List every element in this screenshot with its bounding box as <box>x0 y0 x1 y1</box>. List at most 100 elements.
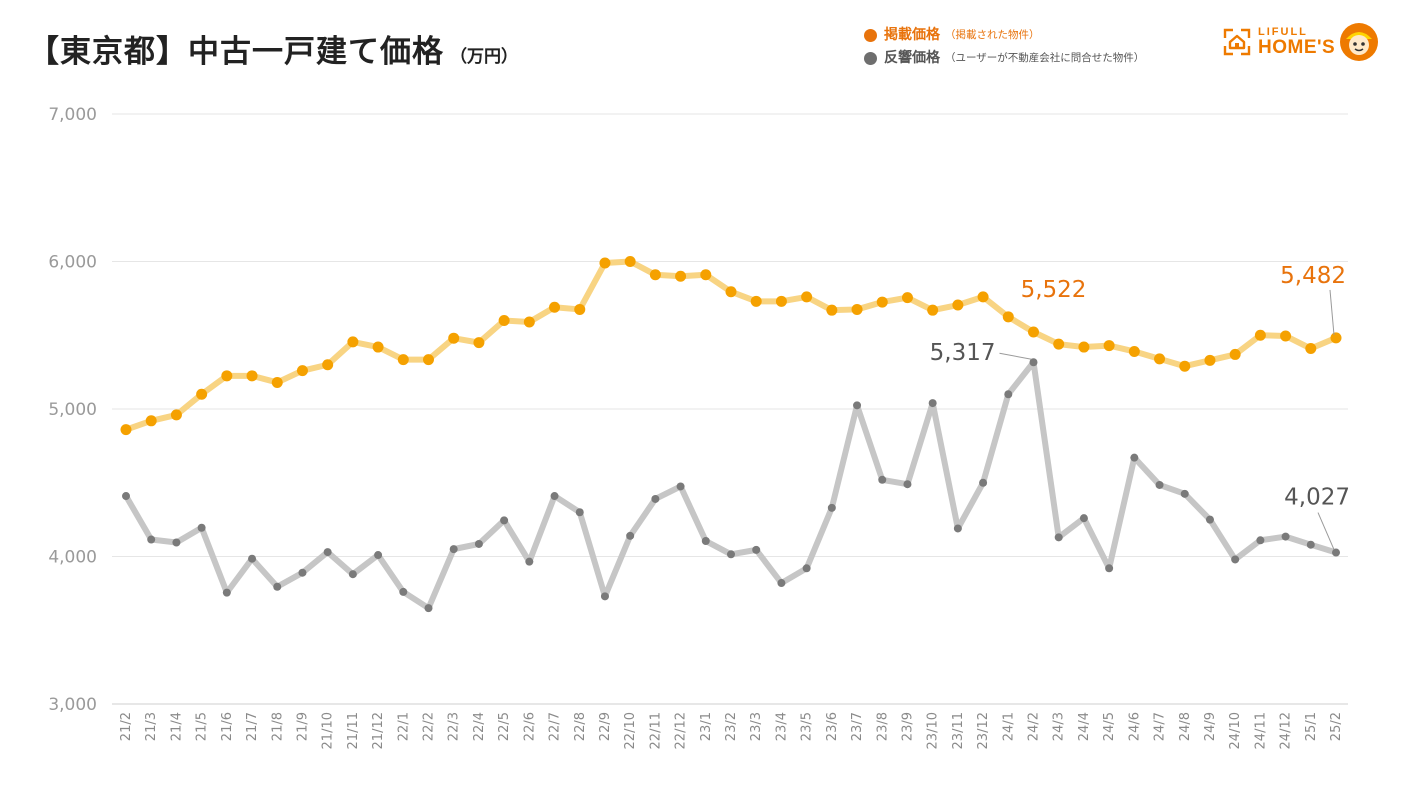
x-tick-label: 24/10 <box>1228 712 1243 749</box>
data-point-listing <box>1154 353 1166 365</box>
data-point-listing <box>901 292 913 304</box>
x-tick-label: 22/6 <box>522 712 537 741</box>
x-tick-label: 22/2 <box>422 712 437 741</box>
data-point-listing <box>1229 348 1241 360</box>
data-point-listing <box>649 269 661 281</box>
data-point-response <box>777 579 786 588</box>
x-tick-label: 23/4 <box>774 712 789 741</box>
chart-unit: （万円） <box>450 47 518 67</box>
x-tick-label: 23/8 <box>875 712 890 741</box>
data-point-listing <box>145 415 157 427</box>
x-tick-label: 24/2 <box>1027 712 1042 741</box>
data-point-listing <box>725 286 737 298</box>
legend-listing-dot <box>864 29 877 42</box>
data-point-response <box>853 401 862 410</box>
x-tick-label: 24/3 <box>1052 712 1067 741</box>
data-point-listing <box>1103 340 1115 352</box>
data-point-response <box>1105 564 1114 573</box>
data-point-listing <box>700 269 712 281</box>
y-tick-label: 3,000 <box>48 695 97 715</box>
legend: 掲載価格 （掲載された物件） 反響価格 （ユーザーが不動産会社に問合せた物件） <box>864 24 1144 70</box>
data-point-listing <box>1028 326 1039 338</box>
data-point-listing <box>372 341 384 353</box>
data-point-listing <box>1078 341 1090 353</box>
x-tick-label: 23/9 <box>900 712 915 741</box>
data-point-listing <box>624 256 636 267</box>
data-point-response <box>1029 358 1038 367</box>
annotation-leader-line <box>999 352 1032 360</box>
data-point-response <box>449 545 458 554</box>
data-point-response <box>651 494 660 503</box>
x-tick-label: 21/11 <box>346 712 361 749</box>
x-tick-label: 24/12 <box>1279 712 1294 749</box>
data-point-response <box>878 475 887 484</box>
data-point-response <box>374 551 383 560</box>
x-tick-label: 22/3 <box>447 712 462 741</box>
data-point-response <box>1231 555 1240 564</box>
data-point-listing <box>599 257 611 269</box>
chart-title: 【東京都】中古一戸建て価格 （万円） <box>28 26 518 71</box>
data-point-listing <box>977 291 989 303</box>
x-tick-label: 23/10 <box>926 712 941 749</box>
y-tick-label: 7,000 <box>48 105 97 125</box>
data-label: 5,522 <box>1021 277 1087 303</box>
data-point-response <box>626 531 635 540</box>
data-point-listing <box>876 296 888 308</box>
data-point-response <box>222 588 231 597</box>
data-point-response <box>1130 453 1139 462</box>
x-tick-label: 23/5 <box>800 712 815 741</box>
data-point-response <box>1306 540 1315 549</box>
data-point-listing <box>347 336 359 348</box>
data-point-response <box>172 538 181 547</box>
data-point-listing <box>397 354 409 366</box>
x-tick-label: 22/5 <box>497 712 512 741</box>
x-tick-label: 22/8 <box>573 712 588 741</box>
data-point-listing <box>1128 345 1140 357</box>
x-tick-label: 21/6 <box>220 712 235 741</box>
x-tick-label: 22/7 <box>548 712 563 741</box>
legend-item-listing: 掲載価格 （掲載された物件） <box>864 24 1144 47</box>
legend-response-dot <box>864 52 877 65</box>
x-tick-label: 22/9 <box>598 712 613 741</box>
data-point-listing <box>1280 330 1292 342</box>
x-tick-label: 24/7 <box>1153 712 1168 741</box>
data-point-response <box>575 508 584 517</box>
data-point-listing <box>246 370 258 382</box>
data-point-listing <box>221 370 233 382</box>
x-tick-label: 21/7 <box>245 712 260 741</box>
annotation-leader-line <box>1329 289 1335 335</box>
data-point-listing <box>322 359 334 371</box>
data-point-response <box>147 535 156 544</box>
data-point-response <box>348 570 357 579</box>
logo-line2: HOME'S <box>1258 37 1336 58</box>
mascot-icon <box>1340 23 1379 61</box>
series-line-response <box>123 359 1339 612</box>
data-point-listing <box>952 299 964 311</box>
legend-response-note: （ユーザーが不動産会社に問合せた物件） <box>945 52 1145 64</box>
data-label: 5,317 <box>930 340 996 366</box>
x-tick-label: 25/2 <box>1329 712 1344 741</box>
x-tick-label: 23/2 <box>724 712 739 741</box>
data-point-response <box>1155 480 1164 489</box>
data-point-listing <box>675 270 687 282</box>
x-tick-label: 23/3 <box>749 712 764 741</box>
x-tick-label: 21/5 <box>195 712 210 741</box>
data-point-response <box>1281 532 1290 541</box>
logo-line1: LIFULL <box>1258 26 1308 38</box>
data-point-listing <box>170 409 182 421</box>
data-point-listing <box>473 337 485 349</box>
data-point-listing <box>750 295 762 307</box>
data-point-response <box>474 539 483 548</box>
data-point-response <box>122 492 130 501</box>
data-point-response <box>1054 533 1063 542</box>
x-tick-label: 21/12 <box>371 712 386 749</box>
x-tick-label: 22/11 <box>648 712 663 749</box>
x-tick-label: 22/1 <box>396 712 411 741</box>
data-point-listing <box>549 301 561 313</box>
home-icon <box>1223 28 1251 56</box>
data-point-listing <box>1204 354 1216 366</box>
data-point-listing <box>498 315 510 326</box>
x-tick-label: 24/6 <box>1127 712 1142 741</box>
x-tick-label: 23/12 <box>976 712 991 749</box>
